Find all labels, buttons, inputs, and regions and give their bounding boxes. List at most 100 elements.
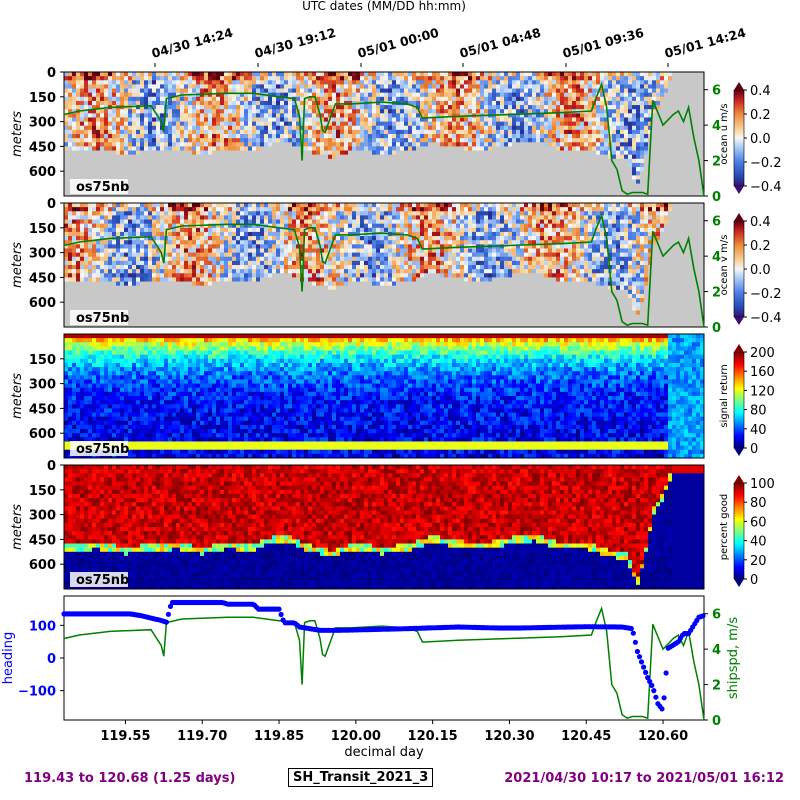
- right-tick-label: 4: [712, 250, 721, 265]
- shipspeed-line: [63, 605, 705, 721]
- right-tick-label: 2: [712, 155, 721, 170]
- y-tick-label: 150: [29, 91, 56, 106]
- left-axis-label: heading: [1, 632, 16, 685]
- colorbar-tick-label: 100: [750, 477, 775, 492]
- x-tick-label: 120.00: [331, 729, 381, 744]
- panel-frame: [63, 71, 705, 197]
- panel-pg: 0 150 300 450 600 meters os75nb 100 80 60 40 20 0 per…: [10, 459, 775, 590]
- heading-point: [167, 603, 174, 610]
- y-tick-label: 150: [29, 353, 56, 368]
- heatmap-cells: [64, 203, 705, 328]
- y-axis-label: meters: [10, 242, 25, 288]
- colorbar-tick-label: −0.4: [750, 180, 782, 195]
- y-tick-label: 150: [29, 222, 56, 237]
- y-axis-label: meters: [10, 504, 25, 550]
- colorbar-tick-label: 0.4: [750, 84, 771, 99]
- heading-point: [638, 659, 645, 665]
- y-tick-label: 600: [29, 427, 56, 442]
- top-axis-tick-label: 05/01 09:36: [561, 25, 646, 61]
- panel-nav: 119.55 119.70 119.85 120.00 120.15 120.30 120.…: [1, 595, 741, 760]
- right-tick-label: 6: [712, 215, 721, 230]
- colorbar-tick-label: −0.2: [750, 287, 782, 302]
- left-tick-label: −100: [18, 685, 56, 700]
- colorbar-tick-label: 0.4: [750, 215, 771, 230]
- heading-point: [165, 611, 171, 617]
- x-tick-label: 120.30: [484, 729, 534, 744]
- instrument-label: os75nb: [76, 573, 129, 588]
- colorbar-bottom-arrow: [734, 579, 744, 587]
- y-tick-label: 300: [29, 378, 56, 393]
- colorbar-tick-label: 40: [750, 535, 767, 550]
- heading-point: [628, 625, 634, 632]
- heading-point: [634, 648, 641, 655]
- colorbar-tick-label: 20: [750, 554, 767, 569]
- instrument-label: os75nb: [76, 180, 129, 195]
- colorbar: 0.4 0.2 0.0 −0.2 −0.4 ocean u m/s: [719, 82, 782, 195]
- colorbar-tick-label: 0: [750, 573, 758, 588]
- footer-cruise-name: SH_Transit_2021_3: [288, 768, 434, 787]
- y-tick-label: 300: [29, 509, 56, 524]
- colorbar-top-arrow: [734, 213, 744, 221]
- colorbar-tick-label: −0.2: [750, 156, 782, 171]
- colorbar-gradient: [733, 89, 745, 187]
- colorbar: 100 80 60 40 20 0 percent good: [719, 475, 775, 588]
- x-tick-label: 120.15: [408, 729, 458, 744]
- colorbar-bottom-arrow: [734, 317, 744, 325]
- colorbar-top-arrow: [734, 82, 744, 90]
- heading-point: [643, 669, 649, 676]
- heading-points: [61, 599, 706, 712]
- heading-point: [700, 613, 706, 619]
- y-tick-label: 450: [29, 140, 56, 155]
- colorbar-gradient: [733, 351, 745, 449]
- panel-amp: 150 300 450 600 meters os75nb 200 160 120 80 40 0 si…: [10, 333, 775, 459]
- left-tick-label: 100: [29, 619, 56, 634]
- heading-point: [630, 630, 636, 636]
- top-axis-tick-label: 04/30 14:24: [150, 25, 235, 61]
- right-tick-label: 6: [712, 84, 721, 99]
- heading-point: [663, 670, 669, 676]
- colorbar-label: signal return: [719, 364, 730, 427]
- colorbar-tick-label: 0.2: [750, 239, 771, 254]
- right-tick-label: 0: [712, 190, 721, 205]
- instrument-label: os75nb: [76, 442, 129, 457]
- y-tick-label: 300: [29, 116, 56, 131]
- colorbar-tick-label: 120: [750, 384, 775, 399]
- y-tick-label: 450: [29, 402, 56, 417]
- heading-point: [661, 695, 667, 701]
- heatmap-cells: [64, 334, 705, 459]
- heading-point: [647, 678, 653, 685]
- x-tick-label: 120.45: [561, 729, 611, 744]
- right-tick-label: 0: [712, 714, 721, 729]
- right-axis-label: shipspd, m/s: [726, 617, 741, 699]
- y-tick-label: 300: [29, 247, 56, 262]
- right-tick-label: 2: [712, 286, 721, 301]
- heading-point: [632, 639, 639, 645]
- colorbar-tick-label: 40: [750, 423, 767, 438]
- colorbar-tick-label: 0: [750, 442, 758, 457]
- top-axis-tick-label: 05/01 04:48: [458, 25, 543, 61]
- heading-point: [278, 611, 284, 618]
- top-axis-tick-label: 04/30 19:12: [253, 25, 338, 61]
- colorbar-tick-label: 80: [750, 404, 767, 419]
- shipspeed-overlay: 6 4 2 0: [63, 81, 721, 205]
- top-date-axis: 04/30 14:24 04/30 19:12 05/01 00:00 05/01 0…: [150, 25, 748, 67]
- header-title: UTC dates (MM/DD hh:mm): [302, 0, 466, 13]
- instrument-label-box: [70, 310, 128, 325]
- colorbar-tick-label: 200: [750, 346, 775, 361]
- y-tick-label: 0: [47, 459, 56, 474]
- colorbar-gradient: [733, 220, 745, 318]
- colorbar-bottom-arrow: [734, 448, 744, 456]
- panel-u: 0 150 300 450 600 meters os75nb 0.4 0.2 0.0 −0.2 −0…: [10, 66, 782, 205]
- heading-point: [649, 682, 655, 689]
- panel-frame: [63, 595, 705, 721]
- colorbar-label: percent good: [719, 494, 730, 560]
- heading-point: [163, 619, 169, 625]
- colorbar-tick-label: 0.2: [750, 108, 771, 123]
- colorbar: 0.4 0.2 0.0 −0.2 −0.4 ocean v m/s: [719, 213, 782, 326]
- heatmap-cells: [64, 72, 705, 197]
- right-tick-label: 4: [712, 643, 721, 658]
- heading-point: [653, 694, 659, 700]
- colorbar-gradient: [733, 482, 745, 580]
- instrument-label-box: [70, 179, 128, 194]
- colorbar-tick-label: −0.4: [750, 311, 782, 326]
